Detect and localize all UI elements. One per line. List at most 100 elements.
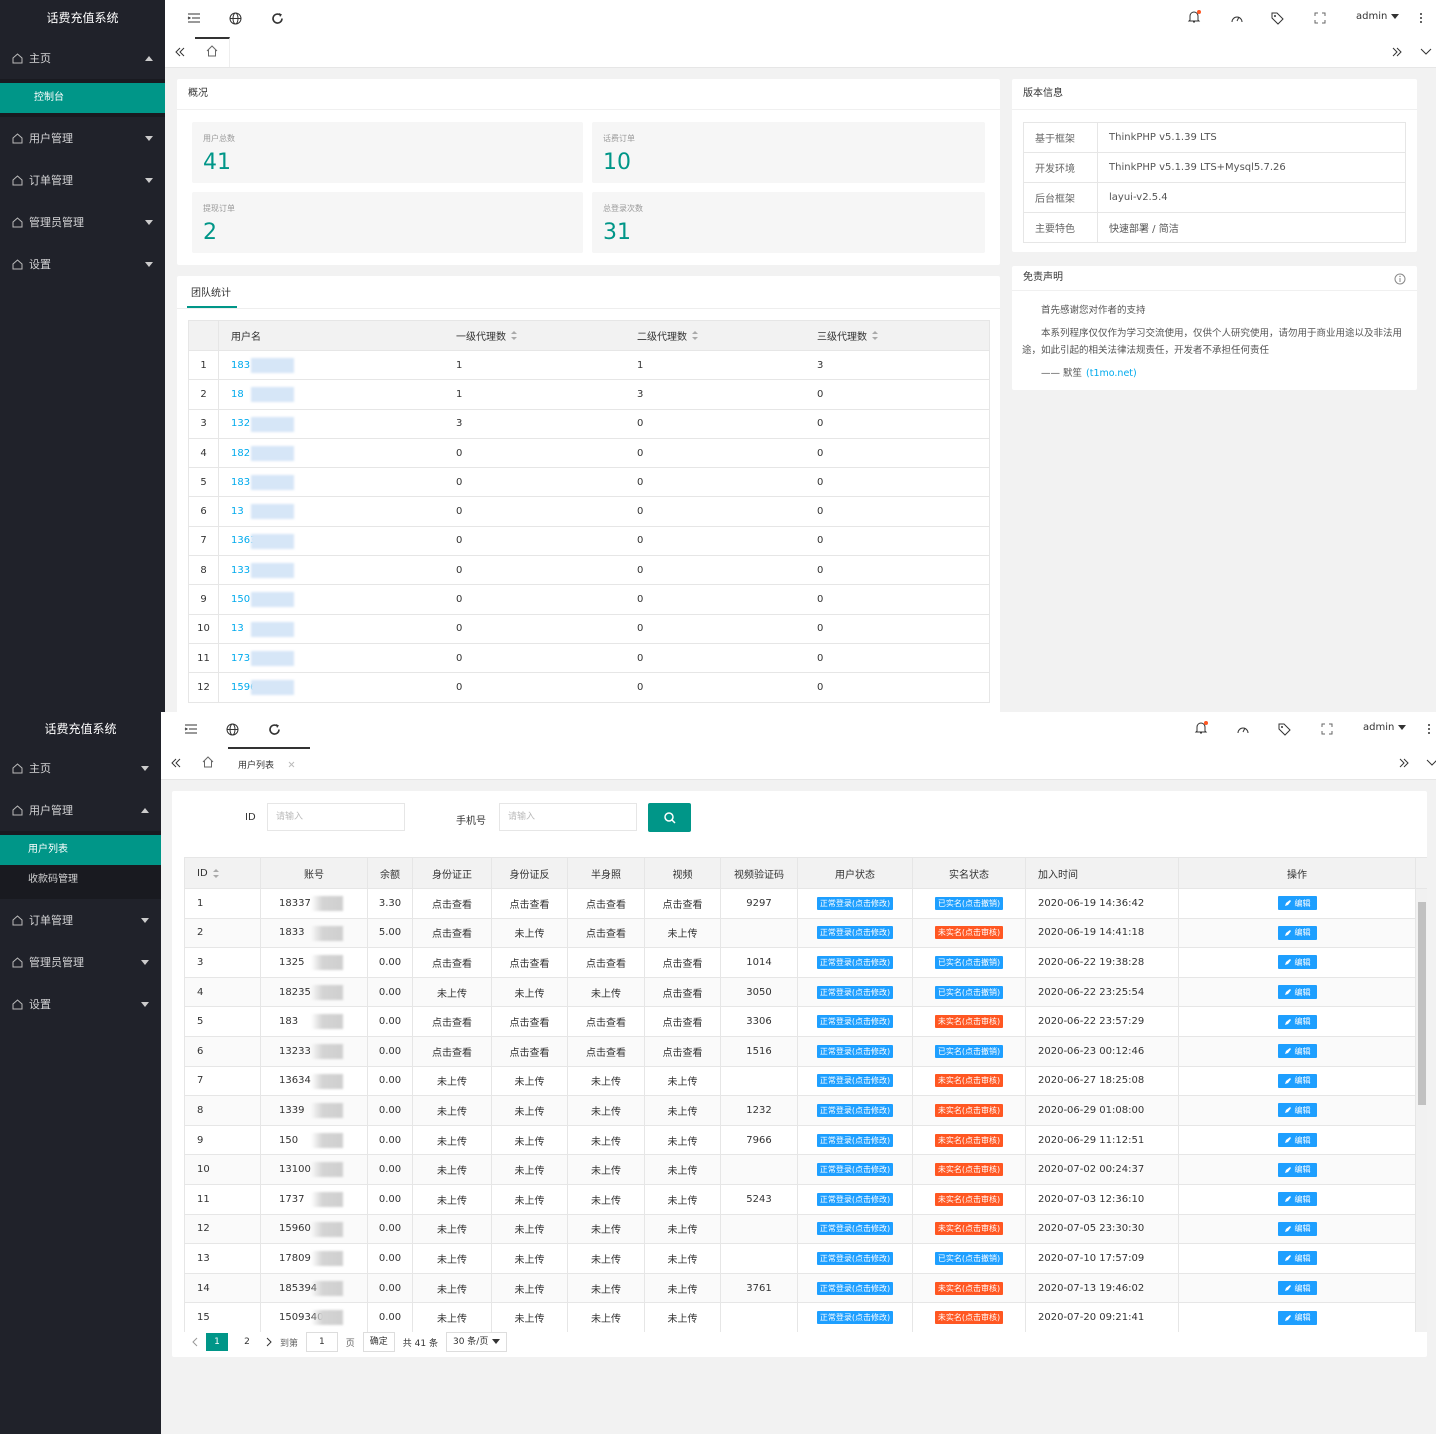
status-badge[interactable]: 正常登录(点击修改) [816,1103,894,1117]
username-link[interactable]: 1363 [231,535,257,547]
menu-item[interactable]: 主页 [0,747,161,789]
submenu-item[interactable]: 收款码管理 [28,874,78,885]
status-badge[interactable]: 已实名(点击撤销) [934,955,1004,969]
username-link[interactable]: 183 [231,476,251,488]
edit-button[interactable]: 编辑 [1277,1073,1317,1088]
search-button[interactable] [648,803,691,832]
edit-button[interactable]: 编辑 [1277,955,1317,970]
user-menu[interactable]: admin [1356,11,1400,22]
status-badge[interactable]: 正常登录(点击修改) [816,1222,894,1236]
submenu-item[interactable]: 用户列表 [0,835,161,865]
status-badge[interactable]: 正常登录(点击修改) [816,955,894,969]
status-badge[interactable]: 正常登录(点击修改) [816,1074,894,1088]
status-badge[interactable]: 未实名(点击审核) [934,1281,1004,1295]
status-badge[interactable]: 已实名(点击撤销) [934,985,1004,999]
username-link[interactable]: 173 [231,652,251,664]
sort-icon[interactable] [692,331,698,340]
status-badge[interactable]: 未实名(点击审核) [934,1074,1004,1088]
signature-link[interactable]: (t1mo.net) [1086,368,1137,379]
table-cell: 编辑 [1179,918,1416,948]
edit-button[interactable]: 编辑 [1277,1014,1317,1029]
username-link[interactable]: 150 [231,594,251,606]
cell-text: 3 [200,418,207,430]
username-link[interactable]: 18 [231,388,244,400]
table-cell: 编辑 [1179,1155,1416,1184]
cell-text: 7966 [746,1134,772,1146]
status-badge[interactable]: 已实名(点击撤销) [934,1044,1004,1058]
edit-button[interactable]: 编辑 [1277,1044,1317,1059]
edit-button[interactable]: 编辑 [1277,1192,1317,1207]
status-badge[interactable]: 未实名(点击审核) [934,1015,1004,1029]
status-badge[interactable]: 未实名(点击审核) [934,926,1004,940]
confirm-button[interactable]: 确定 [362,1332,395,1352]
version-cell: 主要特色 [1024,213,1098,242]
icon-part [1284,989,1291,996]
edit-button[interactable]: 编辑 [1277,985,1317,1000]
edit-button[interactable]: 编辑 [1277,1103,1317,1118]
status-badge[interactable]: 正常登录(点击修改) [816,896,894,910]
username-link[interactable]: 183 [231,359,251,371]
edit-button[interactable]: 编辑 [1277,1310,1317,1325]
edit-button[interactable]: 编辑 [1277,1162,1317,1177]
status-badge[interactable]: 未实名(点击审核) [934,1311,1004,1325]
username-link[interactable]: 133 [231,564,251,576]
status-badge[interactable]: 正常登录(点击修改) [816,1192,894,1206]
status-badge[interactable]: 已实名(点击撤销) [934,1251,1004,1265]
submenu-item[interactable]: 控制台 [0,83,165,113]
status-badge[interactable]: 未实名(点击审核) [934,1192,1004,1206]
status-badge[interactable]: 未实名(点击审核) [934,1222,1004,1236]
search-input[interactable]: 请输入 [499,803,637,831]
edit-button[interactable]: 编辑 [1277,1133,1317,1148]
prev-page[interactable] [192,1337,198,1347]
status-badge[interactable]: 正常登录(点击修改) [816,1311,894,1325]
menu-item[interactable]: 主页 [0,37,165,79]
sort-icon[interactable] [872,331,878,340]
menu-item[interactable]: 订单管理 [0,899,161,941]
edit-button[interactable]: 编辑 [1277,925,1317,940]
menu-item[interactable]: 用户管理 [0,117,165,159]
page-size-select[interactable]: 30 条/页 [445,1332,508,1352]
username-link[interactable]: 13 [231,506,244,518]
username-link[interactable]: 182 [231,447,251,459]
username-link[interactable]: 132 [231,418,251,430]
sort-icon[interactable] [511,331,517,340]
sort-icon[interactable] [212,868,219,878]
table-cell: 未上传 [492,977,568,1007]
status-badge[interactable]: 正常登录(点击修改) [816,1133,894,1147]
menu-item[interactable]: 订单管理 [0,159,165,201]
status-badge[interactable]: 正常登录(点击修改) [816,985,894,999]
menu-item[interactable]: 设置 [0,243,165,285]
user-menu[interactable]: admin [1363,722,1407,733]
tab-close[interactable] [288,761,295,768]
cell-text: 2020-07-10 17:57:09 [1038,1252,1145,1264]
username-link[interactable]: 13 [231,623,244,635]
status-badge[interactable]: 正常登录(点击修改) [816,1044,894,1058]
edit-button[interactable]: 编辑 [1277,1221,1317,1236]
edit-button[interactable]: 编辑 [1277,896,1317,911]
next-page[interactable] [266,1337,272,1347]
status-badge[interactable]: 未实名(点击审核) [934,1103,1004,1117]
username-link[interactable]: 15960 [231,681,263,693]
status-badge[interactable]: 未实名(点击审核) [934,1163,1004,1177]
edit-button[interactable]: 编辑 [1277,1281,1317,1296]
status-badge[interactable]: 正常登录(点击修改) [816,926,894,940]
menu-item[interactable]: 设置 [0,983,161,1025]
edit-button[interactable]: 编辑 [1277,1251,1317,1266]
icon-part [663,811,674,822]
search-input[interactable]: 请输入 [267,803,405,831]
table-row: 15 15093400 0.00 未上传 未上传 未上传 未上传 正常登录(点击修改) 未实名(… [185,1303,1416,1332]
table-cell: 3 [631,380,811,408]
status-badge[interactable]: 正常登录(点击修改) [816,1251,894,1265]
page-button[interactable]: 1 [206,1333,228,1351]
menu-item[interactable]: 管理员管理 [0,941,161,983]
status-badge[interactable]: 正常登录(点击修改) [816,1163,894,1177]
status-badge[interactable]: 未实名(点击审核) [934,1133,1004,1147]
menu-item[interactable]: 管理员管理 [0,201,165,243]
table-cell: 0 [631,527,811,555]
status-badge[interactable]: 正常登录(点击修改) [816,1015,894,1029]
page-input[interactable]: 1 [306,1332,338,1352]
status-badge[interactable]: 已实名(点击撤销) [934,896,1004,910]
status-badge[interactable]: 正常登录(点击修改) [816,1281,894,1295]
menu-item[interactable]: 用户管理 [0,789,161,831]
page-button[interactable]: 2 [244,1337,250,1347]
